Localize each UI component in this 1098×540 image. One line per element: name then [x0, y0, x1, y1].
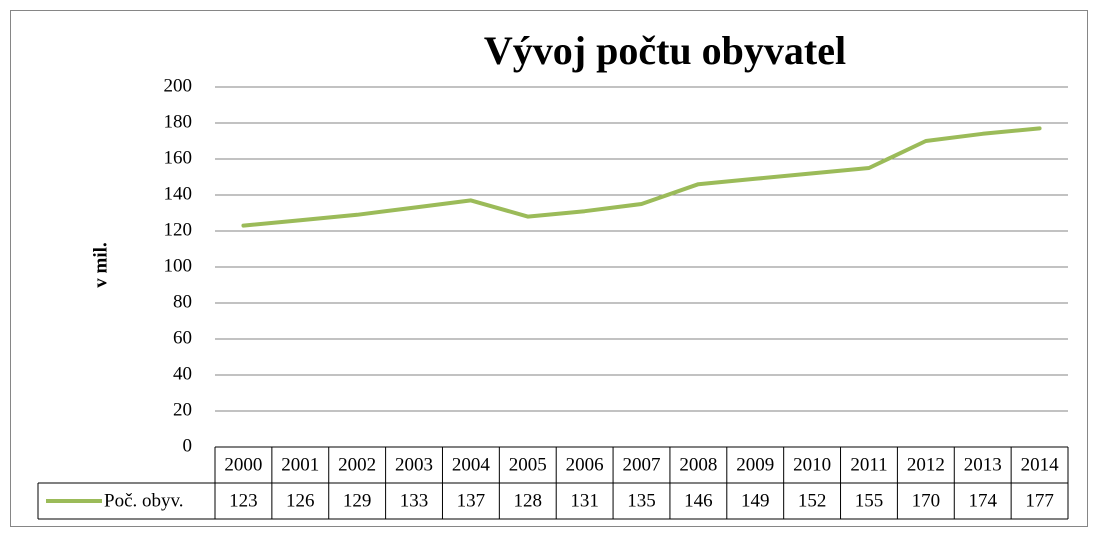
y-tick-label: 60 [173, 327, 192, 348]
y-tick-label: 140 [164, 183, 193, 204]
data-line [241, 126, 1042, 228]
table-value: 177 [1025, 490, 1054, 511]
legend-label: Poč. obyv. [104, 490, 184, 511]
x-tick-label: 2004 [452, 454, 491, 475]
y-tick-label: 20 [173, 399, 192, 420]
table-value: 170 [912, 490, 941, 511]
table-value: 155 [855, 490, 884, 511]
x-tick-label: 2008 [679, 454, 717, 475]
y-axis-label: v mil. [90, 242, 111, 287]
x-tick-label: 2014 [1021, 454, 1060, 475]
y-tick-label: 80 [173, 291, 192, 312]
table-value: 149 [741, 490, 770, 511]
table-value: 123 [229, 490, 258, 511]
table-value: 135 [627, 490, 656, 511]
chart-title: Vývoj počtu obyvatel [484, 28, 846, 73]
x-tick-label: 2001 [281, 454, 319, 475]
x-tick-label: 2005 [509, 454, 547, 475]
y-tick-label: 100 [164, 255, 193, 276]
x-tick-label: 2007 [623, 454, 661, 475]
y-tick-label: 40 [173, 363, 192, 384]
y-tick-label: 160 [164, 147, 193, 168]
x-tick-label: 2011 [850, 454, 887, 475]
x-tick-label: 2002 [338, 454, 376, 475]
table-value: 133 [400, 490, 429, 511]
table-value: 152 [798, 490, 827, 511]
table-value: 131 [570, 490, 599, 511]
table-value: 174 [968, 490, 997, 511]
x-tick-label: 2006 [566, 454, 604, 475]
y-tick-label: 120 [164, 219, 193, 240]
table-value: 137 [457, 490, 486, 511]
x-tick-label: 2013 [964, 454, 1002, 475]
table-value: 129 [343, 490, 372, 511]
y-tick-label: 200 [164, 75, 193, 96]
x-tick-label: 2003 [395, 454, 433, 475]
x-tick-label: 2000 [224, 454, 262, 475]
x-tick-label: 2009 [736, 454, 774, 475]
table-value: 126 [286, 490, 315, 511]
chart-frame [10, 10, 1088, 527]
x-tick-label: 2012 [907, 454, 945, 475]
y-tick-label: 180 [164, 111, 193, 132]
y-tick-label: 0 [183, 435, 193, 456]
table-value: 146 [684, 490, 713, 511]
x-tick-label: 2010 [793, 454, 831, 475]
table-value: 128 [514, 490, 543, 511]
